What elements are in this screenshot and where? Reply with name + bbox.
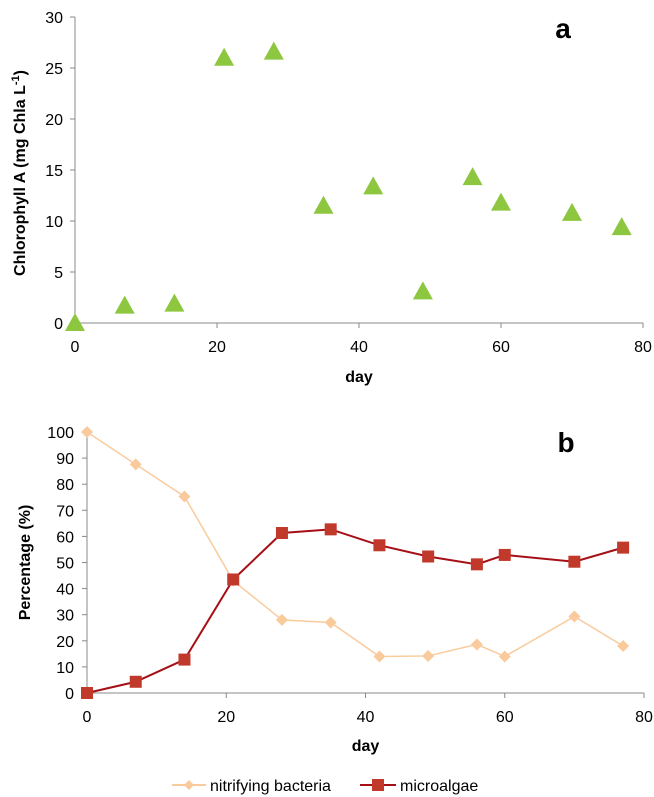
legend-item-microalgae: microalgae [360,778,478,795]
data-point [178,653,191,666]
data-point [275,527,288,540]
data-point [568,610,581,623]
x-tick-label: 0 [83,709,92,726]
data-point [498,650,511,663]
data-point [568,555,581,568]
panel-b-x-ticks: 0 20 40 60 80 [83,693,653,726]
data-point [65,313,85,331]
y-tick-label: 70 [56,503,74,520]
square-marker-icon [372,779,384,791]
legend-item-nitrifying-bacteria: nitrifying bacteria [172,778,331,795]
y-tick-label: 30 [45,10,63,27]
data-point [470,638,483,651]
y-tick-label: 10 [56,660,74,677]
series-line [86,431,624,658]
data-point [164,293,185,312]
data-point [363,176,384,195]
data-point [129,675,142,688]
y-tick-label: 20 [45,112,63,129]
x-tick-label: 20 [208,339,226,356]
y-tick-label: 20 [56,634,74,651]
data-point [470,558,483,571]
y-tick-label: 40 [56,582,74,599]
y-tick-label: 25 [45,61,63,78]
legend-label-nitrifying-bacteria: nitrifying bacteria [210,778,331,795]
data-point [129,458,142,471]
data-point [412,281,433,300]
panel-a-x-axis-title: day [345,369,373,386]
x-tick-label: 0 [71,339,80,356]
data-point [178,490,191,503]
x-tick-label: 60 [496,709,514,726]
diamond-marker-icon [184,780,194,790]
data-point [617,541,630,554]
series-line [86,528,624,694]
data-point [114,295,135,314]
data-point [611,217,632,236]
y-tick-label: 90 [56,451,74,468]
data-point [324,523,337,536]
y-tick-label: 100 [47,425,74,442]
chart-panel-b: 0 10 20 30 40 50 60 70 80 90 100 0 20 40 60 80 day Per… [17,425,653,755]
y-tick-label: 5 [54,265,63,282]
data-point [422,550,435,563]
panel-b-series-lines [86,431,624,694]
data-point [617,640,630,653]
data-point [498,548,511,561]
y-tick-label: 0 [65,686,74,703]
data-point [263,41,284,60]
legend-label-microalgae: microalgae [400,778,478,795]
y-tick-label: 50 [56,556,74,573]
data-point [562,202,582,221]
y-tick-label: 10 [45,214,63,231]
x-tick-label: 60 [492,339,510,356]
panel-b-y-axis-title: Percentage (%) [17,505,34,621]
y-tick-label: 30 [56,608,74,625]
panel-a-x-ticks: 0 20 40 60 80 [71,323,652,356]
data-point [81,687,93,699]
y-tick-label: 80 [56,477,74,494]
y-tick-label: 0 [54,316,63,333]
data-point [214,47,235,66]
x-tick-label: 20 [217,709,235,726]
data-point [373,539,386,552]
chart-panel-a: 0 5 10 15 20 25 30 0 20 40 60 80 day Chlorophyll A… [10,10,652,386]
panel-a-label: a [555,13,571,44]
panel-b-data-points [81,426,630,699]
panel-a-y-ticks: 0 5 10 15 20 25 30 [45,10,75,333]
data-point [422,649,435,662]
data-point [275,613,288,626]
panel-b-label: b [557,427,574,458]
data-point [81,426,93,438]
panel-b-y-ticks: 0 10 20 30 40 50 60 70 80 90 100 [47,425,87,703]
x-tick-label: 80 [634,339,652,356]
data-point [227,573,240,586]
x-tick-label: 80 [635,709,653,726]
panel-a-data-points [65,41,632,331]
x-tick-label: 40 [350,339,368,356]
data-point [324,616,337,629]
x-tick-label: 40 [357,709,375,726]
panel-a-y-axis-title: Chlorophyll A (mg Chla L-1) [10,70,29,276]
data-point [462,167,483,186]
y-tick-label: 60 [56,529,74,546]
data-point [373,650,386,663]
y-tick-label: 15 [45,163,63,180]
legend: nitrifying bacteria microalgae [172,778,478,795]
panel-b-x-axis-title: day [352,738,380,755]
data-point [491,192,511,211]
data-point [313,195,334,214]
